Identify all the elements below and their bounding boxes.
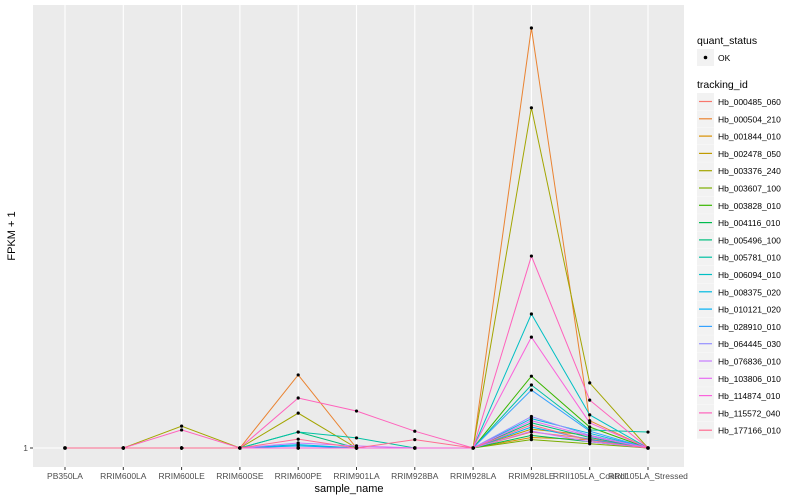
data-point <box>529 383 534 387</box>
data-point <box>296 396 300 400</box>
legend-label-Hb_004116_010: Hb_004116_010 <box>718 218 781 228</box>
data-point <box>588 429 592 433</box>
legend-label-Hb_000504_210: Hb_000504_210 <box>718 114 781 124</box>
data-point <box>296 437 300 441</box>
data-point <box>529 438 534 442</box>
x-tick-label: RRIM928LE <box>508 471 555 481</box>
data-point <box>529 254 534 258</box>
legend-label-Hb_114874_010: Hb_114874_010 <box>718 391 781 401</box>
legend-label-Hb_115572_040: Hb_115572_040 <box>718 408 781 418</box>
legend-label-ok: OK <box>718 53 731 63</box>
legend-label-Hb_003828_010: Hb_003828_010 <box>718 201 781 211</box>
legend-title-tracking-id: tracking_id <box>697 79 748 91</box>
data-point <box>529 388 534 392</box>
data-point <box>588 421 592 425</box>
legend-label-Hb_028910_010: Hb_028910_010 <box>718 322 781 332</box>
data-point <box>588 398 592 402</box>
data-point <box>296 373 300 377</box>
data-point <box>529 419 534 423</box>
data-point <box>63 446 67 450</box>
x-tick-label: RRIM600LE <box>158 471 205 481</box>
legend-label-Hb_003607_100: Hb_003607_100 <box>718 184 781 194</box>
data-point <box>180 424 184 428</box>
data-point <box>529 335 534 339</box>
data-point <box>296 446 300 450</box>
data-point <box>588 434 592 438</box>
data-point <box>588 438 592 443</box>
legend-title-quant-status: quant_status <box>697 35 757 47</box>
data-point <box>296 411 300 415</box>
data-point <box>588 425 592 429</box>
data-point <box>588 381 592 385</box>
x-tick-label: RRIM600PE <box>275 471 323 481</box>
data-point <box>354 446 359 450</box>
data-point <box>646 430 650 434</box>
data-point <box>180 446 184 450</box>
x-tick-label: RRII105LA_Control <box>553 471 627 481</box>
data-point <box>588 413 592 417</box>
x-tick-label: RRIM600LA <box>100 471 147 481</box>
data-point <box>180 428 184 432</box>
x-tick-label: RRII105LA_Stressed <box>608 471 688 481</box>
x-tick-label: PB350LA <box>47 471 83 481</box>
legend-label-Hb_177166_010: Hb_177166_010 <box>718 426 781 436</box>
data-point <box>529 312 534 316</box>
legend-label-Hb_064445_030: Hb_064445_030 <box>718 339 781 349</box>
data-point <box>121 446 125 450</box>
legend-label-Hb_008375_020: Hb_008375_020 <box>718 287 781 297</box>
data-point <box>354 436 359 440</box>
data-point <box>238 446 242 450</box>
data-point <box>296 441 300 445</box>
legend-label-Hb_002478_050: Hb_002478_050 <box>718 149 781 159</box>
data-point <box>354 409 359 413</box>
legend-label-Hb_000485_060: Hb_000485_060 <box>718 97 781 107</box>
y-axis-label: FPKM + 1 <box>6 211 18 260</box>
legend-label-Hb_003376_240: Hb_003376_240 <box>718 166 781 176</box>
data-point <box>529 414 534 419</box>
data-point <box>529 106 534 110</box>
data-point <box>413 429 417 433</box>
legend-label-Hb_076836_010: Hb_076836_010 <box>718 357 781 367</box>
data-point <box>529 429 534 433</box>
legend-label-Hb_005781_010: Hb_005781_010 <box>718 253 781 263</box>
data-point <box>529 26 534 30</box>
data-point <box>529 433 534 437</box>
ok-point-icon <box>703 55 708 60</box>
data-point <box>296 430 300 434</box>
y-tick-label: 1 <box>23 443 28 453</box>
x-axis-label: sample_name <box>314 483 383 495</box>
data-point <box>413 446 417 450</box>
x-tick-label: RRIM600SE <box>216 471 264 481</box>
legend-label-Hb_006094_010: Hb_006094_010 <box>718 270 781 280</box>
data-point <box>413 438 417 442</box>
legend-label-Hb_001844_010: Hb_001844_010 <box>718 132 781 142</box>
data-point <box>529 374 534 378</box>
x-tick-label: RRIM928BA <box>391 471 439 481</box>
legend-label-Hb_010121_020: Hb_010121_020 <box>718 305 781 315</box>
legend-label-Hb_103806_010: Hb_103806_010 <box>718 374 781 384</box>
data-point <box>471 446 475 450</box>
data-point <box>529 423 534 427</box>
x-tick-label: RRIM901LA <box>333 471 380 481</box>
legend-label-Hb_005496_100: Hb_005496_100 <box>718 235 781 245</box>
data-point <box>646 446 650 450</box>
x-tick-label: RRIM928LA <box>450 471 497 481</box>
